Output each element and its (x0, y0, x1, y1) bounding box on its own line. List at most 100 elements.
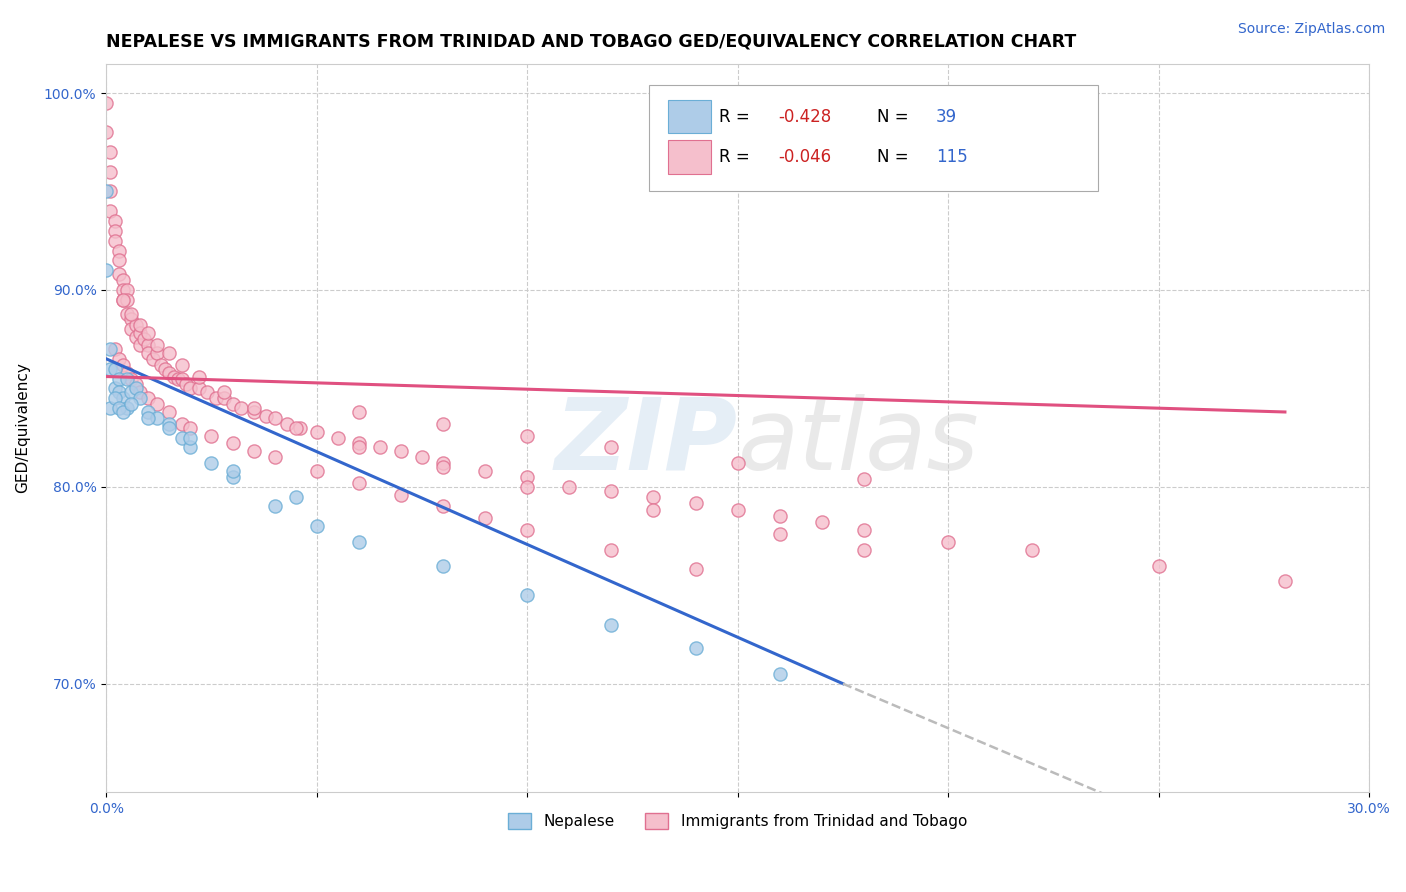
Point (179, 431, 201, 445)
Point (162, 369, 184, 384)
Point (108, 371, 131, 385)
Point (643, 503, 665, 517)
Point (117, 307, 139, 321)
Point (170, 417, 193, 431)
Point (104, 214, 127, 228)
FancyBboxPatch shape (650, 86, 1098, 191)
Point (516, 480, 538, 494)
Point (276, 417, 298, 431)
Text: 115: 115 (936, 148, 967, 166)
Point (284, 490, 307, 504)
Point (108, 253, 131, 268)
Text: ZIP: ZIP (555, 393, 738, 491)
Point (136, 338, 159, 352)
Point (347, 535, 370, 549)
Point (108, 351, 131, 366)
Point (141, 351, 163, 366)
Point (145, 346, 167, 360)
Point (811, 515, 834, 529)
Point (600, 483, 623, 498)
Point (242, 405, 264, 419)
Point (263, 450, 285, 465)
Point (852, 523, 875, 537)
Point (1021, 542, 1043, 557)
Point (157, 366, 180, 380)
Point (125, 330, 148, 344)
Point (558, 480, 581, 494)
Point (685, 562, 707, 576)
Text: atlas: atlas (738, 393, 980, 491)
Point (727, 456, 749, 470)
Point (104, 342, 127, 356)
Point (136, 405, 159, 419)
Point (187, 381, 209, 395)
Point (200, 428, 222, 442)
Point (368, 441, 391, 455)
Point (284, 421, 307, 435)
Point (121, 385, 143, 400)
Point (170, 358, 193, 372)
Point (221, 464, 243, 478)
Text: R =: R = (718, 108, 755, 126)
Point (100, 204, 122, 219)
Point (1274, 574, 1296, 589)
Point (242, 401, 264, 415)
Point (145, 397, 167, 411)
Point (288, 421, 311, 435)
Point (221, 397, 243, 411)
Point (100, 361, 122, 376)
Point (108, 385, 131, 400)
Point (600, 542, 623, 557)
Point (685, 641, 707, 656)
Point (108, 244, 131, 258)
Point (600, 441, 623, 455)
Point (305, 464, 328, 478)
Point (157, 346, 180, 360)
Point (263, 500, 285, 514)
Point (117, 293, 139, 307)
Point (121, 312, 143, 326)
Point (96, 125, 118, 139)
Point (600, 617, 623, 632)
Point (347, 405, 370, 419)
Point (212, 385, 235, 400)
Point (1147, 558, 1170, 573)
Point (242, 444, 264, 458)
Point (129, 391, 152, 405)
Point (108, 267, 131, 281)
Point (474, 464, 496, 478)
Point (187, 369, 209, 384)
Text: Source: ZipAtlas.com: Source: ZipAtlas.com (1237, 22, 1385, 37)
Point (108, 401, 131, 415)
Point (100, 401, 122, 415)
Point (112, 293, 135, 307)
Point (129, 338, 152, 352)
Point (195, 385, 218, 400)
Point (204, 391, 226, 405)
Point (121, 371, 143, 385)
Point (221, 436, 243, 450)
FancyBboxPatch shape (668, 140, 711, 174)
Point (432, 460, 454, 475)
Point (221, 470, 243, 484)
Point (326, 431, 349, 445)
Text: N =: N = (876, 108, 914, 126)
Text: -0.046: -0.046 (778, 148, 831, 166)
Point (100, 342, 122, 356)
Point (643, 490, 665, 504)
Point (769, 527, 792, 541)
Text: -0.428: -0.428 (778, 108, 831, 126)
Point (96, 95, 118, 110)
Text: N =: N = (876, 148, 914, 166)
Point (179, 441, 201, 455)
Point (936, 535, 959, 549)
Point (852, 542, 875, 557)
Point (389, 488, 412, 502)
Point (389, 444, 412, 458)
Point (200, 456, 222, 470)
Point (117, 401, 139, 415)
Point (170, 431, 193, 445)
Point (432, 417, 454, 431)
Point (100, 165, 122, 179)
Point (104, 234, 127, 248)
